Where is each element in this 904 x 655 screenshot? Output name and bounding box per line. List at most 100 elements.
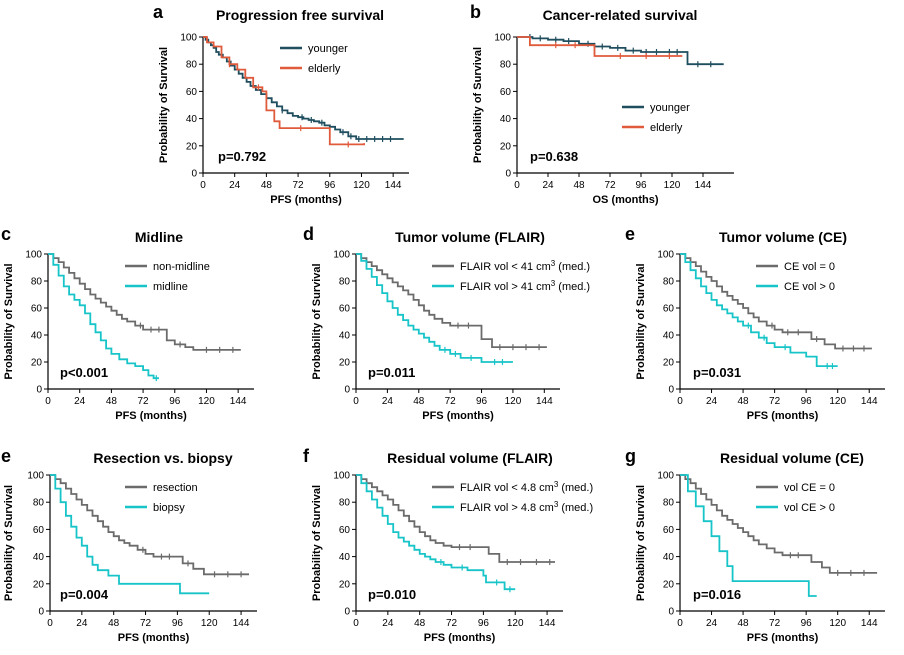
y-tick-label: 100 bbox=[333, 471, 350, 482]
x-axis-label: PFS (months) bbox=[422, 410, 494, 422]
x-axis-label: PFS (months) bbox=[747, 632, 819, 644]
panel-f: f Residual volume (FLAIR) 0 24 48 72 96 120 144 0… bbox=[303, 446, 593, 644]
legend-label: FLAIR vol < 4.8 cm3 (med.) bbox=[460, 480, 593, 494]
y-axis-label: Probability of Survival bbox=[3, 485, 15, 601]
x-tick-label: 96 bbox=[169, 396, 181, 407]
x-tick-label: 120 bbox=[201, 618, 218, 629]
y-tick-label: 80 bbox=[339, 277, 351, 288]
panel-letter: c bbox=[1, 224, 11, 244]
x-tick-label: 0 bbox=[353, 396, 359, 407]
x-tick-label: 72 bbox=[446, 618, 458, 629]
x-axis-label: OS (months) bbox=[593, 194, 659, 206]
legend-label: CE vol > 0 bbox=[784, 281, 835, 293]
x-tick-label: 144 bbox=[230, 396, 247, 407]
y-tick-label: 0 bbox=[505, 169, 511, 180]
y-tick-label: 80 bbox=[31, 277, 43, 288]
x-tick-label: 24 bbox=[382, 396, 394, 407]
p-value: p=0.010 bbox=[368, 587, 416, 602]
p-value: p=0.004 bbox=[60, 587, 109, 602]
km-curve-2 bbox=[48, 253, 159, 380]
x-tick-label: 120 bbox=[353, 180, 370, 191]
panel-e_top: e Tumor volume (CE) 0 24 48 72 96 120 144 0 20 40 60… bbox=[625, 224, 885, 422]
x-tick-label: 96 bbox=[172, 618, 184, 629]
y-tick-label: 40 bbox=[663, 331, 675, 342]
y-tick-label: 60 bbox=[500, 87, 512, 98]
chart-title: Tumor volume (CE) bbox=[719, 229, 847, 245]
chart-title: Residual volume (FLAIR) bbox=[387, 450, 553, 466]
x-axis-label: PFS (months) bbox=[270, 194, 342, 206]
x-tick-label: 0 bbox=[677, 396, 683, 407]
y-tick-label: 100 bbox=[494, 33, 511, 44]
chart-title: Midline bbox=[135, 229, 183, 245]
x-tick-label: 0 bbox=[200, 180, 206, 191]
y-axis-label: Probability of Survival bbox=[3, 263, 15, 379]
x-tick-label: 72 bbox=[604, 180, 616, 191]
chart-title: Resection vs. biopsy bbox=[93, 450, 232, 466]
y-tick-label: 80 bbox=[339, 498, 351, 509]
km-curve-1 bbox=[356, 253, 547, 348]
y-tick-label: 80 bbox=[663, 498, 675, 509]
legend-label: FLAIR vol > 41 cm3 (med.) bbox=[460, 279, 590, 293]
y-tick-label: 40 bbox=[500, 114, 512, 125]
p-value: p=0.792 bbox=[218, 149, 266, 164]
y-tick-label: 100 bbox=[27, 471, 44, 482]
chart-title: Residual volume (CE) bbox=[720, 450, 864, 466]
y-tick-label: 20 bbox=[663, 358, 675, 369]
y-tick-label: 100 bbox=[657, 471, 674, 482]
x-tick-label: 0 bbox=[47, 618, 53, 629]
y-tick-label: 80 bbox=[663, 277, 675, 288]
x-tick-label: 72 bbox=[140, 618, 152, 629]
chart-title: Cancer-related survival bbox=[543, 7, 698, 23]
y-axis-label: Probability of Survival bbox=[311, 485, 323, 601]
x-tick-label: 0 bbox=[677, 618, 683, 629]
panel-g: g Residual volume (CE) 0 24 48 72 96 120 144 0 20 4… bbox=[625, 446, 885, 644]
x-tick-label: 48 bbox=[573, 180, 585, 191]
y-tick-label: 40 bbox=[33, 552, 45, 563]
x-tick-label: 48 bbox=[261, 180, 273, 191]
y-tick-label: 40 bbox=[339, 552, 351, 563]
km-curve-2 bbox=[203, 36, 365, 146]
x-tick-label: 0 bbox=[514, 180, 520, 191]
p-value: p=0.011 bbox=[368, 365, 415, 380]
y-tick-label: 60 bbox=[339, 304, 351, 315]
x-axis-label: PFS (months) bbox=[118, 632, 190, 644]
y-tick-label: 0 bbox=[38, 607, 44, 618]
y-tick-label: 0 bbox=[668, 607, 674, 618]
km-curve-1 bbox=[680, 474, 878, 574]
y-tick-label: 20 bbox=[663, 579, 675, 590]
legend-label: younger bbox=[308, 43, 348, 55]
x-tick-label: 24 bbox=[382, 618, 394, 629]
panel-c: c Midline 0 24 48 72 96 120 144 0 20 40 60 80 100 PFS (… bbox=[1, 224, 254, 422]
y-tick-label: 60 bbox=[663, 525, 675, 536]
y-axis-label: Probability of Survival bbox=[472, 47, 484, 163]
y-tick-label: 80 bbox=[500, 60, 512, 71]
km-curve-2 bbox=[680, 253, 838, 367]
legend-label: elderly bbox=[650, 122, 683, 134]
y-tick-label: 20 bbox=[500, 141, 512, 152]
panel-letter: e bbox=[1, 446, 11, 466]
y-tick-label: 0 bbox=[344, 607, 350, 618]
y-tick-label: 20 bbox=[31, 358, 43, 369]
y-axis-label: Probability of Survival bbox=[158, 47, 170, 163]
y-tick-label: 20 bbox=[33, 579, 45, 590]
panel-b: b Cancer-related survival 0 24 48 72 96 120 144 0… bbox=[470, 2, 734, 206]
p-value: p=0.638 bbox=[530, 149, 578, 164]
legend-label: non-midline bbox=[153, 261, 210, 273]
legend-label: younger bbox=[650, 102, 690, 114]
x-tick-label: 24 bbox=[706, 618, 718, 629]
x-tick-label: 24 bbox=[74, 396, 86, 407]
panel-letter: a bbox=[153, 2, 164, 22]
y-tick-label: 40 bbox=[186, 114, 198, 125]
y-tick-label: 60 bbox=[33, 525, 45, 536]
x-tick-label: 120 bbox=[505, 396, 522, 407]
x-tick-label: 144 bbox=[536, 396, 553, 407]
x-tick-label: 96 bbox=[324, 180, 336, 191]
y-tick-label: 0 bbox=[191, 169, 197, 180]
x-tick-label: 144 bbox=[539, 618, 556, 629]
legend-label: FLAIR vol > 4.8 cm3 (med.) bbox=[460, 500, 593, 514]
x-tick-label: 144 bbox=[695, 180, 712, 191]
km-curve-1 bbox=[356, 474, 555, 563]
legend-label: resection bbox=[153, 482, 198, 494]
km-curve-2 bbox=[50, 474, 210, 595]
